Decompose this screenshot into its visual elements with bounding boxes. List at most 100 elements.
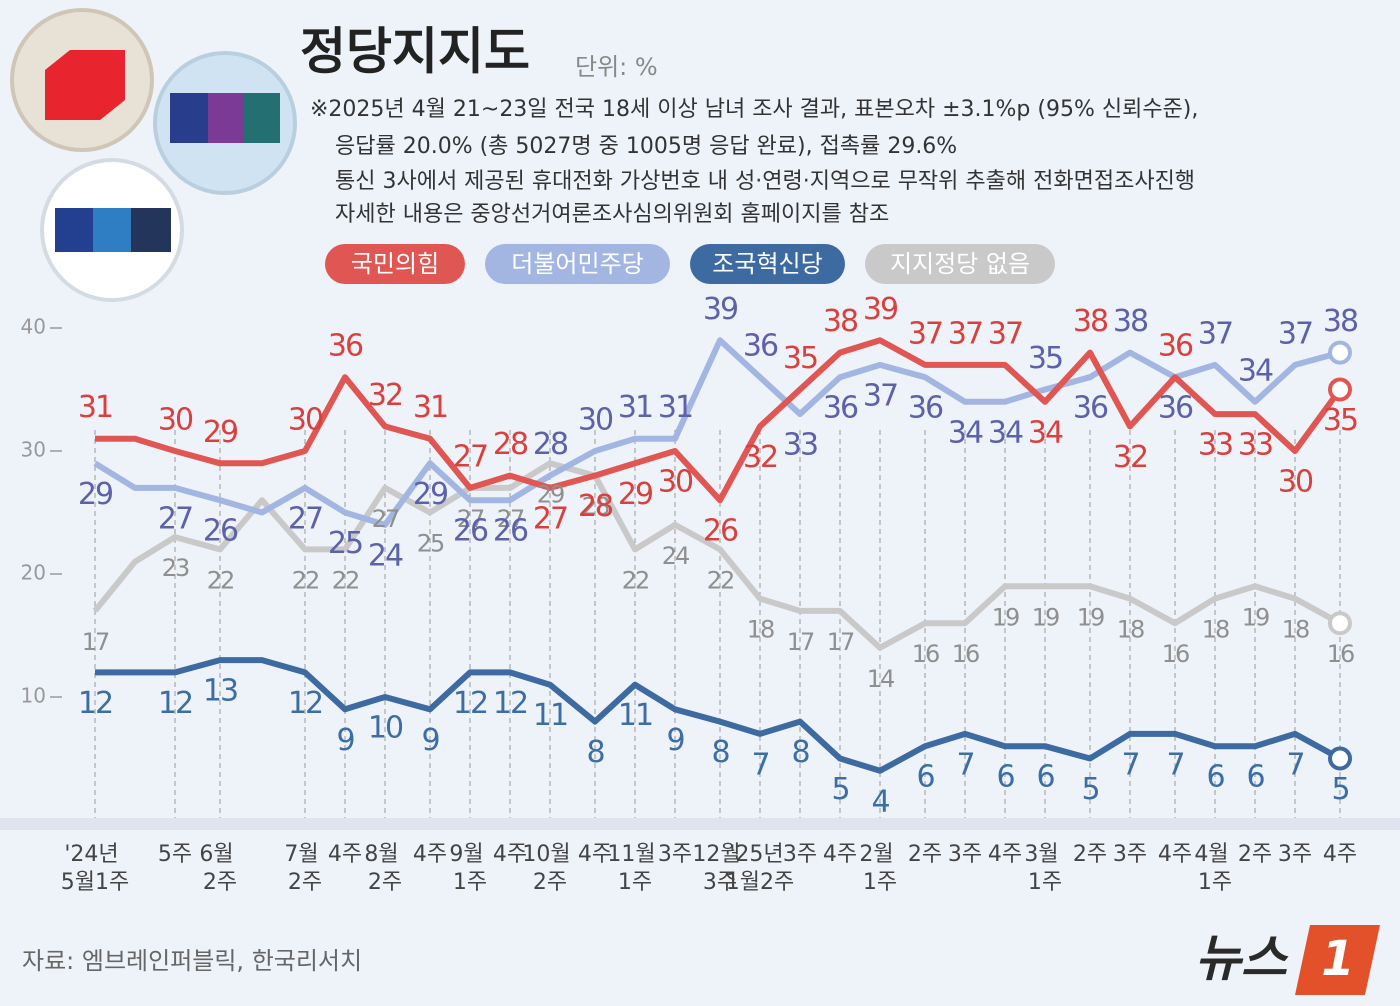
end-marker [1328,377,1352,402]
data-label: 6 [916,760,934,795]
data-label: 37 [863,378,897,413]
data-label: 27 [497,505,524,533]
data-label: 5 [1081,772,1098,807]
x-tick-label: 2주 [908,842,942,867]
data-label: 34 [988,415,1023,450]
data-label: 9 [421,723,438,758]
data-label: 26 [203,514,238,549]
legend-label: 조국혁신당 [712,250,822,278]
x-tick-label: 5주 [158,842,192,867]
data-label: 36 [908,391,943,426]
note: 응답률 20.0% (총 5027명 중 1005명 응답 완료), 접촉률 2… [335,134,957,159]
title: 정당지지도 [300,23,530,81]
data-label: 30 [158,403,193,438]
data-label: 29 [618,477,652,512]
data-label: 6 [996,760,1014,795]
data-label: 37 [988,316,1022,351]
x-tick-label: 8월 2주 [364,842,405,895]
data-label: 36 [743,329,778,364]
data-label: 36 [1158,391,1193,426]
data-label: 7 [956,747,973,782]
legend-label: 지지정당 없음 [890,250,1030,278]
source: 자료: 엠브레인퍼블릭, 한국리서치 [22,947,362,975]
data-label: 26 [453,514,488,549]
data-label: 35 [1028,341,1062,376]
y-tick-label: 40 [21,315,46,339]
data-label: 31 [658,390,692,425]
data-label: 35 [1323,403,1357,438]
x-tick-label: 9월 1주 [449,842,490,895]
data-label: 18 [1282,616,1309,644]
data-label: 30 [1278,465,1313,500]
data-label: 25 [328,526,362,561]
data-label: 19 [1242,603,1269,631]
data-label: 36 [1073,391,1108,426]
data-label: 27 [457,505,484,533]
data-label: 12 [158,686,192,721]
y-tick-label: 10 [21,684,46,708]
series-line [95,337,1343,504]
x-tick-label: '25년 1월2주 [726,842,794,895]
note: 통신 3사에서 제공된 휴대전화 가상번호 내 성·연령·지역으로 무작위 추출… [335,169,1195,194]
legend-pill [325,244,465,284]
data-label: 27 [372,505,399,533]
x-tick-label: 4주 [493,842,527,867]
data-label: 34 [1028,415,1063,450]
data-label: 9 [336,723,353,758]
data-label: 32 [368,378,402,413]
data-label: 37 [908,316,942,351]
data-label: 10 [368,711,403,746]
x-tick-label: 6월 2주 [199,842,240,895]
data-label: 32 [743,440,777,475]
x-tick-label: 7월 2주 [284,842,325,895]
data-label: 12 [78,686,112,721]
data-label: 36 [328,329,363,364]
data-label: 38 [1113,304,1148,339]
x-tick-label: 3주 [1278,842,1312,867]
data-label: 36 [1158,329,1193,364]
data-label: 19 [992,603,1019,631]
data-label: 29 [413,477,447,512]
data-label: 16 [912,640,939,668]
data-label: 4 [871,784,889,819]
x-tick-label: 3주 [1113,842,1147,867]
end-marker [1328,746,1352,771]
unit: 단위: % [575,53,658,81]
y-tick-label: 20 [21,561,46,585]
x-tick-label: 4주 [1323,842,1357,867]
data-label: 27 [533,501,567,536]
data-label: 33 [783,428,817,463]
data-label: 11 [533,698,567,733]
data-label: 7 [1286,747,1303,782]
data-label: 12 [453,686,487,721]
data-label: 32 [1113,440,1147,475]
data-label: 23 [162,554,189,582]
x-tick-label: 4주 [328,842,362,867]
data-label: 6 [1206,760,1224,795]
data-label: 7 [1121,747,1138,782]
data-label: 14 [867,665,894,693]
x-tick-label: '24년 5월1주 [61,842,129,895]
data-label: 12 [288,686,322,721]
data-label: 24 [662,542,689,570]
x-tick-label: 2월 1주 [859,842,900,895]
data-label: 6 [1036,760,1054,795]
data-label: 17 [787,628,814,656]
data-label: 35 [783,341,817,376]
x-tick-label: 4주 [823,842,857,867]
x-tick-label: 4주 [578,842,612,867]
x-tick-label: 3주 [948,842,982,867]
legend-label: 국민의힘 [351,250,439,278]
data-label: 28 [578,489,613,524]
data-label: 34 [1238,353,1273,388]
x-tick-label: 2주 [1238,842,1272,867]
data-label: 22 [332,566,359,594]
legend-label: 더불어민주당 [511,250,643,278]
data-label: 22 [622,566,649,594]
data-label: 39 [703,292,737,327]
data-label: 5 [1331,772,1348,807]
data-label: 29 [203,415,237,450]
data-label: 26 [493,514,528,549]
x-tick-label: 3주 [658,842,692,867]
x-tick-label: 2주 [1073,842,1107,867]
